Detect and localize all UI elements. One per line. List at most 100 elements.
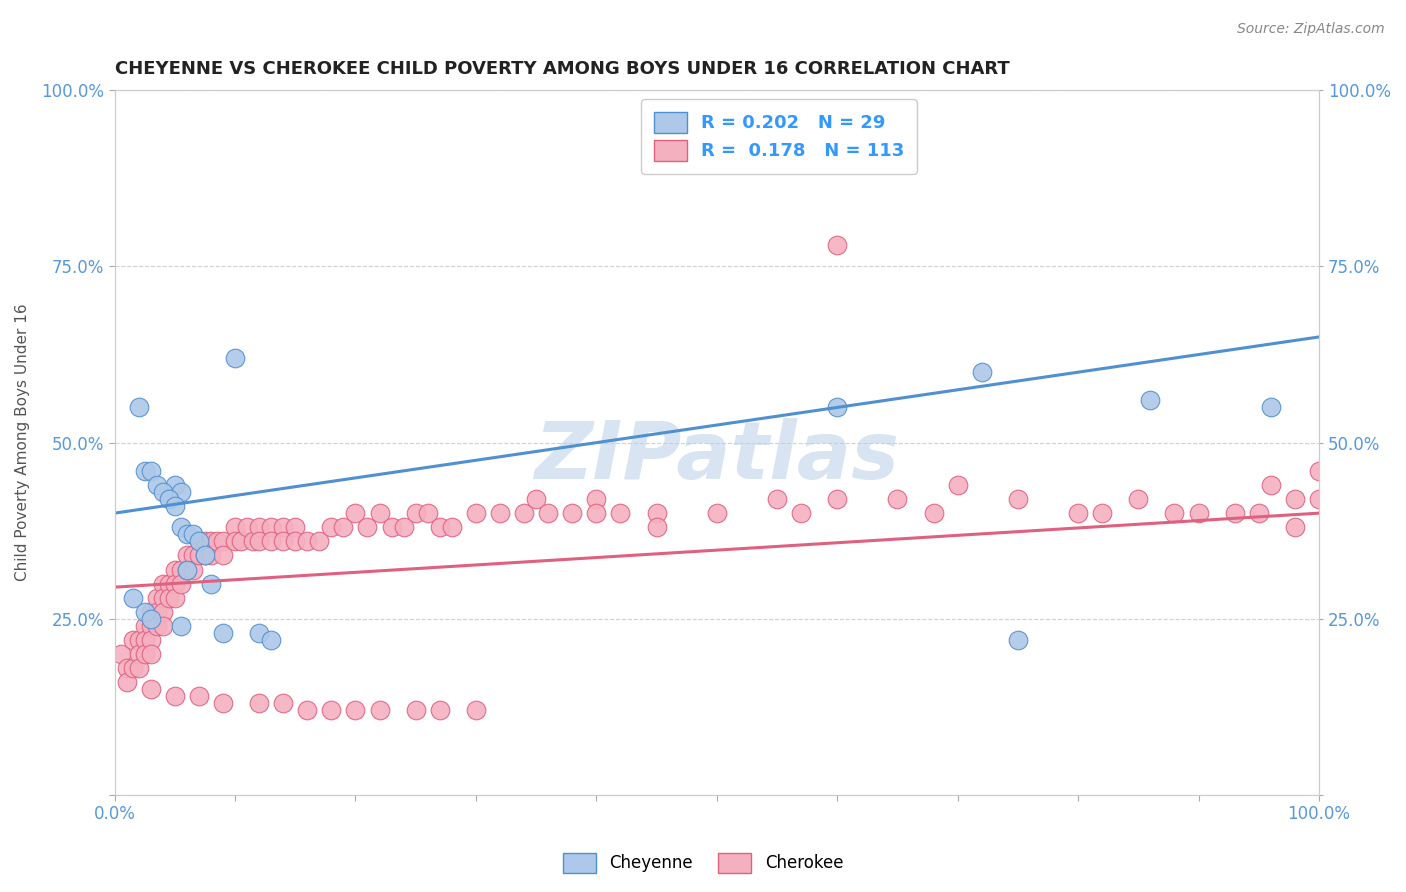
Point — [766, 491, 789, 506]
Point — [163, 690, 186, 704]
Point — [271, 534, 294, 549]
Point — [128, 647, 150, 661]
Point — [247, 626, 270, 640]
Point — [344, 506, 367, 520]
Point — [1067, 506, 1090, 520]
Point — [170, 520, 193, 534]
Point — [145, 605, 167, 619]
Point — [139, 612, 162, 626]
Point — [1284, 491, 1306, 506]
Point — [321, 520, 343, 534]
Point — [163, 591, 186, 605]
Point — [284, 534, 307, 549]
Point — [187, 534, 209, 549]
Point — [609, 506, 631, 520]
Point — [170, 576, 193, 591]
Point — [321, 704, 343, 718]
Point — [585, 491, 607, 506]
Point — [200, 534, 222, 549]
Point — [416, 506, 439, 520]
Point — [212, 626, 235, 640]
Point — [134, 632, 156, 647]
Point — [152, 485, 174, 500]
Point — [145, 478, 167, 492]
Point — [128, 401, 150, 415]
Point — [1260, 401, 1282, 415]
Point — [368, 704, 391, 718]
Point — [1163, 506, 1185, 520]
Point — [224, 351, 246, 365]
Point — [260, 632, 283, 647]
Point — [229, 534, 252, 549]
Point — [1223, 506, 1246, 520]
Point — [242, 534, 264, 549]
Point — [1284, 520, 1306, 534]
Point — [513, 506, 536, 520]
Point — [1007, 491, 1029, 506]
Point — [157, 591, 180, 605]
Point — [152, 605, 174, 619]
Point — [152, 619, 174, 633]
Point — [200, 576, 222, 591]
Point — [524, 491, 547, 506]
Point — [645, 520, 668, 534]
Text: Source: ZipAtlas.com: Source: ZipAtlas.com — [1237, 22, 1385, 37]
Point — [194, 549, 217, 563]
Point — [139, 682, 162, 697]
Point — [170, 485, 193, 500]
Point — [139, 464, 162, 478]
Text: ZIPatlas: ZIPatlas — [534, 417, 900, 496]
Point — [134, 647, 156, 661]
Point — [224, 534, 246, 549]
Point — [170, 619, 193, 633]
Point — [181, 527, 204, 541]
Point — [128, 661, 150, 675]
Point — [212, 697, 235, 711]
Point — [464, 506, 486, 520]
Point — [224, 520, 246, 534]
Point — [121, 661, 143, 675]
Point — [561, 506, 583, 520]
Legend: R = 0.202   N = 29, R =  0.178   N = 113: R = 0.202 N = 29, R = 0.178 N = 113 — [641, 99, 917, 174]
Point — [121, 632, 143, 647]
Point — [380, 520, 402, 534]
Point — [308, 534, 330, 549]
Point — [271, 520, 294, 534]
Point — [392, 520, 415, 534]
Point — [1247, 506, 1270, 520]
Point — [585, 506, 607, 520]
Point — [176, 527, 198, 541]
Point — [134, 619, 156, 633]
Point — [260, 520, 283, 534]
Point — [1260, 478, 1282, 492]
Point — [489, 506, 512, 520]
Point — [825, 238, 848, 252]
Point — [247, 520, 270, 534]
Point — [145, 591, 167, 605]
Point — [429, 520, 451, 534]
Point — [152, 576, 174, 591]
Point — [236, 520, 259, 534]
Point — [368, 506, 391, 520]
Point — [1091, 506, 1114, 520]
Point — [790, 506, 813, 520]
Point — [205, 534, 228, 549]
Point — [405, 704, 427, 718]
Point — [187, 534, 209, 549]
Point — [187, 690, 209, 704]
Point — [825, 491, 848, 506]
Point — [194, 549, 217, 563]
Point — [260, 534, 283, 549]
Point — [170, 562, 193, 576]
Point — [1308, 491, 1330, 506]
Point — [157, 576, 180, 591]
Point — [356, 520, 378, 534]
Point — [134, 464, 156, 478]
Point — [145, 619, 167, 633]
Point — [163, 499, 186, 513]
Point — [247, 697, 270, 711]
Point — [163, 562, 186, 576]
Point — [429, 704, 451, 718]
Point — [139, 647, 162, 661]
Point — [212, 534, 235, 549]
